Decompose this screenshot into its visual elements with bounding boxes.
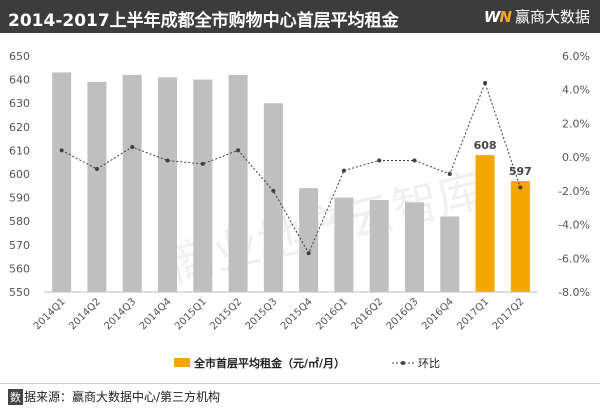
line-point: [59, 148, 64, 153]
line-point: [165, 158, 170, 163]
line-point: [377, 158, 382, 163]
category-label: 2015Q2: [208, 296, 244, 332]
bar: [369, 199, 389, 292]
legend-bar-label: 全市首层平均租金（元/㎡/月）: [193, 356, 345, 370]
line-point: [306, 251, 311, 256]
right-tick-label: -8.0%: [558, 286, 590, 299]
bar: [228, 74, 248, 292]
category-label: 2016Q2: [349, 296, 385, 332]
left-tick-label: 650: [9, 50, 30, 63]
line-point: [447, 172, 452, 176]
line-point: [200, 161, 205, 166]
line-point: [130, 145, 135, 150]
bar: [299, 188, 319, 292]
category-label: 2015Q4: [279, 296, 315, 332]
line-point: [412, 158, 417, 163]
line-point: [236, 148, 241, 153]
bar: [52, 72, 72, 292]
left-tick-label: 560: [9, 262, 30, 275]
category-label: 2014Q3: [102, 296, 138, 332]
left-tick-label: 570: [9, 239, 30, 252]
category-label: 2017Q2: [491, 296, 527, 332]
bar: [122, 74, 142, 292]
left-tick-label: 590: [9, 192, 30, 205]
line-point: [518, 185, 523, 190]
data-label: 608: [474, 139, 497, 152]
legend-line-label: 环比: [418, 357, 440, 370]
category-label: 2015Q3: [244, 296, 280, 332]
right-tick-label: 0.0%: [562, 151, 590, 164]
chart-title: 2014-2017上半年成都全市购物中心首层平均租金: [8, 11, 399, 31]
bar: [87, 81, 107, 293]
left-tick-label: 600: [9, 168, 30, 181]
chart-area: 商业地产云智库550560570580590600610620630640650…: [9, 50, 590, 370]
left-tick-label: 640: [9, 74, 30, 87]
bar: [405, 202, 424, 292]
brand: WN 赢商大数据: [484, 6, 590, 27]
line-point: [94, 166, 99, 171]
series-line: [61, 81, 521, 255]
category-label: 2016Q3: [385, 296, 421, 332]
left-tick-label: 550: [9, 286, 30, 299]
brand-name: 赢商大数据: [514, 8, 590, 26]
line-point: [271, 188, 276, 193]
right-tick-label: 2.0%: [562, 117, 590, 130]
brand-logo-icon: WN: [483, 8, 512, 26]
legend-line-marker: [401, 361, 405, 365]
source-text: 据来源：赢商大数据中心/第三方机构: [24, 390, 221, 404]
left-tick-label: 580: [9, 215, 30, 228]
line-point: [483, 80, 488, 85]
category-label: 2014Q4: [138, 296, 174, 332]
left-tick-label: 620: [9, 121, 30, 134]
category-label: 2014Q1: [32, 296, 68, 332]
category-label: 2014Q2: [67, 296, 103, 332]
right-tick-label: -6.0%: [558, 252, 590, 265]
right-tick-label: -4.0%: [558, 219, 590, 232]
bar: [510, 181, 530, 292]
category-label: 2016Q4: [420, 296, 456, 332]
bar: [440, 216, 460, 292]
left-tick-label: 610: [9, 144, 30, 157]
header-bar: 2014-2017上半年成都全市购物中心首层平均租金 WN 赢商大数据: [0, 0, 600, 33]
data-label: 597: [509, 165, 532, 178]
right-tick-label: 6.0%: [562, 50, 590, 63]
legend-bar-swatch: [174, 358, 190, 367]
bar: [334, 197, 354, 292]
bar: [263, 103, 283, 292]
bar: [158, 77, 177, 292]
left-tick-label: 630: [9, 97, 30, 110]
category-label: 2015Q1: [173, 296, 209, 332]
bar: [475, 155, 495, 292]
source-note: 数据来源：赢商大数据中心/第三方机构: [8, 388, 220, 405]
right-tick-label: -2.0%: [558, 185, 590, 198]
category-label: 2016Q1: [314, 296, 350, 332]
line-point: [341, 168, 346, 173]
right-tick-label: 4.0%: [562, 84, 590, 97]
category-label: 2017Q1: [455, 296, 491, 332]
footer-divider: [0, 383, 600, 384]
source-mark: 数: [8, 389, 23, 405]
bar: [193, 79, 213, 292]
